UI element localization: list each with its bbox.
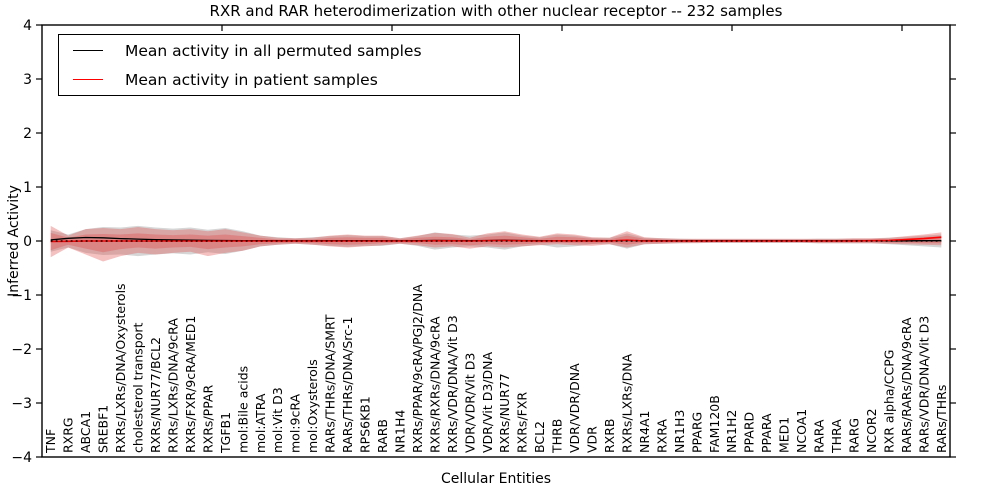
x-category-label: RARs/THRs	[934, 385, 949, 453]
x-category-label: RARA	[812, 419, 827, 453]
x-category-label: NCOR2	[864, 408, 879, 453]
x-category-label: RXRs/RXRs/DNA/9cRA	[427, 316, 442, 453]
x-category-label: RXRs/LXRs/DNA/9cRA	[166, 318, 181, 453]
patient-line-swatch	[73, 79, 103, 80]
x-category-label: mol:9cRA	[288, 393, 303, 453]
x-category-label: MED1	[777, 417, 792, 453]
chart-title: RXR and RAR heterodimerization with othe…	[209, 2, 783, 20]
x-category-label: RXRs/PPAR/9cRA/PGJ2/DNA	[410, 284, 425, 453]
y-tick-label: −3	[11, 396, 32, 412]
x-category-label: mol:Oxysterols	[305, 359, 320, 453]
x-category-label: RXRB	[602, 418, 617, 453]
x-category-label: NR1H3	[672, 410, 687, 453]
y-tick-label: −2	[11, 342, 32, 358]
x-category-label: ABCA1	[78, 411, 93, 453]
patient-std-band	[50, 225, 942, 262]
x-category-label: THRB	[550, 419, 565, 454]
x-category-label: NCOA1	[794, 409, 809, 453]
x-category-label: VDR/Vit D3/DNA	[480, 352, 495, 453]
x-category-label: NR1H4	[393, 410, 408, 453]
x-category-label: VDR/VDR/Vit D3	[462, 353, 477, 453]
x-category-label: RXRs/NUR77/BCL2	[148, 337, 163, 453]
x-category-label: VDR/VDR/DNA	[567, 363, 582, 453]
y-tick-label: 4	[23, 18, 32, 34]
legend-label: Mean activity in all permuted samples	[125, 41, 422, 60]
x-category-label: RXRs/LXRs/DNA	[620, 353, 635, 453]
x-category-label: VDR	[585, 426, 600, 453]
x-category-label: RXRs/VDR/DNA/Vit D3	[445, 315, 460, 453]
x-category-label: RXRs/NUR77	[497, 373, 512, 453]
legend-entry-permuted: Mean activity in all permuted samples	[59, 37, 519, 64]
x-category-label: RXRA	[654, 419, 669, 453]
x-category-label: PPARD	[742, 412, 757, 453]
x-category-label: RARB	[375, 419, 390, 453]
x-category-label: RARs/RARs/DNA/9cRA	[899, 317, 914, 453]
x-category-label: RPS6KB1	[358, 396, 373, 453]
x-category-label: RXRG	[61, 417, 76, 453]
legend-entry-patient: Mean activity in patient samples	[59, 66, 519, 93]
x-category-label: mol:Vit D3	[270, 387, 285, 453]
x-category-label: mol:Bile acids	[235, 366, 250, 453]
x-category-label: SREBF1	[96, 405, 111, 453]
x-category-label: PPARA	[759, 413, 774, 453]
x-category-label: RARs/VDR/DNA/Vit D3	[916, 316, 931, 453]
x-category-label: RXRs/PPAR	[200, 385, 215, 453]
x-category-label: RXR alpha/CCPG	[881, 350, 896, 453]
x-category-label: RARs/THRs/DNA/Src-1	[340, 317, 355, 453]
y-tick-label: −1	[11, 288, 32, 304]
x-category-label: THRA	[829, 419, 844, 454]
legend-label: Mean activity in patient samples	[125, 70, 378, 89]
patient-inner-band	[50, 232, 942, 253]
legend: Mean activity in all permuted samples Me…	[58, 34, 520, 96]
permuted-line-swatch	[73, 50, 103, 51]
y-tick-label: 1	[23, 180, 32, 196]
x-category-label: BCL2	[532, 421, 547, 453]
x-category-label: RXRs/LXRs/DNA/Oxysterols	[113, 283, 128, 453]
y-axis-label: Inferred Activity	[6, 185, 22, 297]
x-category-label: cholesterol transport	[131, 322, 146, 453]
x-category-label: RARG	[847, 418, 862, 453]
x-category-label: mol:ATRA	[253, 393, 268, 453]
x-category-label: NR1H2	[724, 410, 739, 453]
x-category-label: RXRs/FXR/9cRA/MED1	[183, 316, 198, 453]
y-tick-label: 3	[23, 72, 32, 88]
x-category-label: RXRs/FXR	[515, 392, 530, 453]
x-category-label: FAM120B	[707, 395, 722, 453]
x-category-label: NR4A1	[637, 411, 652, 454]
x-axis-label: Cellular Entities	[440, 471, 552, 487]
x-category-label: PPARG	[689, 412, 704, 453]
x-category-label: TGFB1	[218, 412, 233, 454]
y-tick-label: 0	[23, 234, 32, 250]
x-category-label: TNF	[43, 429, 58, 454]
y-tick-label: −4	[11, 450, 32, 466]
x-category-label: RARs/THRs/DNA/SMRT	[323, 314, 338, 453]
y-tick-label: 2	[23, 126, 32, 142]
